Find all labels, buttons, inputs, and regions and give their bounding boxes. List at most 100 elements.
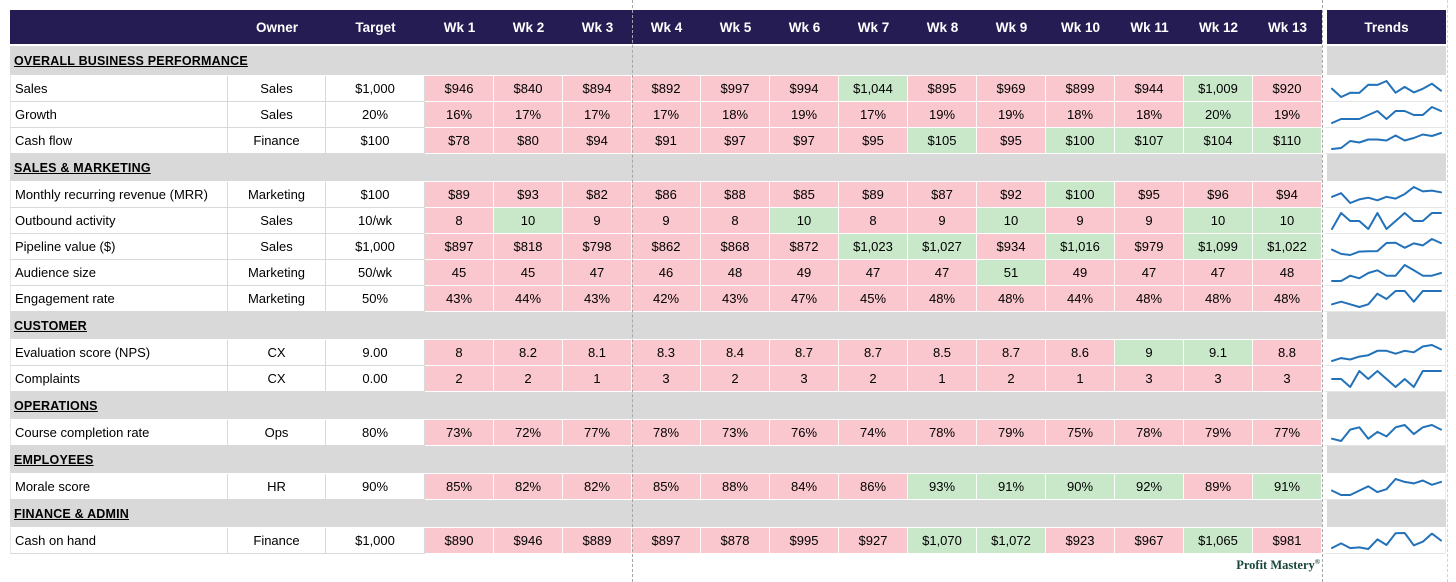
metric-target-cell[interactable]: 50% xyxy=(326,286,425,312)
week-value-cell[interactable]: 8.7 xyxy=(977,340,1046,366)
week-value-cell[interactable]: 43% xyxy=(701,286,770,312)
trend-cell[interactable] xyxy=(1322,340,1446,366)
metric-name-cell[interactable]: Course completion rate xyxy=(10,420,228,446)
week-value-cell[interactable]: 44% xyxy=(494,286,563,312)
week-value-cell[interactable]: 3 xyxy=(1115,366,1184,392)
week-value-cell[interactable]: 49 xyxy=(1046,260,1115,286)
metric-name-cell[interactable]: Evaluation score (NPS) xyxy=(10,340,228,366)
header-target[interactable]: Target xyxy=(326,10,425,44)
week-value-cell[interactable]: 74% xyxy=(839,420,908,446)
week-value-cell[interactable]: $78 xyxy=(425,128,494,154)
header-week-2[interactable]: Wk 2 xyxy=(494,10,563,44)
week-value-cell[interactable]: 49 xyxy=(770,260,839,286)
metric-owner-cell[interactable]: Sales xyxy=(228,234,326,260)
week-value-cell[interactable]: $1,016 xyxy=(1046,234,1115,260)
week-value-cell[interactable]: $979 xyxy=(1115,234,1184,260)
week-value-cell[interactable]: 85% xyxy=(425,474,494,500)
week-value-cell[interactable]: 18% xyxy=(1046,102,1115,128)
week-value-cell[interactable]: 9 xyxy=(908,208,977,234)
week-value-cell[interactable]: 3 xyxy=(632,366,701,392)
week-value-cell[interactable]: $946 xyxy=(425,76,494,102)
trend-cell[interactable] xyxy=(1322,260,1446,286)
header-week-12[interactable]: Wk 12 xyxy=(1184,10,1253,44)
week-value-cell[interactable]: $100 xyxy=(1046,128,1115,154)
metric-target-cell[interactable]: 80% xyxy=(326,420,425,446)
metric-target-cell[interactable]: $100 xyxy=(326,182,425,208)
header-week-7[interactable]: Wk 7 xyxy=(839,10,908,44)
week-value-cell[interactable]: $110 xyxy=(1253,128,1322,154)
metric-owner-cell[interactable]: Finance xyxy=(228,128,326,154)
week-value-cell[interactable]: 47% xyxy=(770,286,839,312)
week-value-cell[interactable]: 8 xyxy=(425,340,494,366)
week-value-cell[interactable]: 43% xyxy=(425,286,494,312)
week-value-cell[interactable]: $927 xyxy=(839,528,908,554)
week-value-cell[interactable]: 8.5 xyxy=(908,340,977,366)
week-value-cell[interactable]: 3 xyxy=(1253,366,1322,392)
week-value-cell[interactable]: 90% xyxy=(1046,474,1115,500)
metric-owner-cell[interactable]: CX xyxy=(228,366,326,392)
week-value-cell[interactable]: $1,022 xyxy=(1253,234,1322,260)
week-value-cell[interactable]: 45% xyxy=(839,286,908,312)
week-value-cell[interactable]: 48 xyxy=(701,260,770,286)
trend-cell[interactable] xyxy=(1322,474,1446,500)
header-trends[interactable]: Trends xyxy=(1322,10,1446,44)
week-value-cell[interactable]: $899 xyxy=(1046,76,1115,102)
trend-cell[interactable] xyxy=(1322,528,1446,554)
trend-cell[interactable] xyxy=(1322,182,1446,208)
week-value-cell[interactable]: 2 xyxy=(839,366,908,392)
week-value-cell[interactable]: 8.7 xyxy=(770,340,839,366)
week-value-cell[interactable]: $89 xyxy=(839,182,908,208)
week-value-cell[interactable]: 93% xyxy=(908,474,977,500)
metric-name-cell[interactable]: Sales xyxy=(10,76,228,102)
week-value-cell[interactable]: 82% xyxy=(494,474,563,500)
week-value-cell[interactable]: 78% xyxy=(632,420,701,446)
week-value-cell[interactable]: 10 xyxy=(494,208,563,234)
metric-target-cell[interactable]: 0.00 xyxy=(326,366,425,392)
week-value-cell[interactable]: 77% xyxy=(563,420,632,446)
week-value-cell[interactable]: 48% xyxy=(977,286,1046,312)
week-value-cell[interactable]: 78% xyxy=(908,420,977,446)
header-week-5[interactable]: Wk 5 xyxy=(701,10,770,44)
week-value-cell[interactable]: 9 xyxy=(1115,208,1184,234)
week-value-cell[interactable]: 19% xyxy=(908,102,977,128)
week-value-cell[interactable]: 17% xyxy=(494,102,563,128)
week-value-cell[interactable]: $95 xyxy=(839,128,908,154)
trend-cell[interactable] xyxy=(1322,208,1446,234)
week-value-cell[interactable]: $994 xyxy=(770,76,839,102)
week-value-cell[interactable]: 9 xyxy=(632,208,701,234)
section-header-row[interactable]: OPERATIONS xyxy=(10,392,1446,420)
metric-owner-cell[interactable]: Ops xyxy=(228,420,326,446)
metric-owner-cell[interactable]: Finance xyxy=(228,528,326,554)
week-value-cell[interactable]: 73% xyxy=(701,420,770,446)
week-value-cell[interactable]: 48% xyxy=(1115,286,1184,312)
week-value-cell[interactable]: 85% xyxy=(632,474,701,500)
week-value-cell[interactable]: 1 xyxy=(908,366,977,392)
metric-target-cell[interactable]: 90% xyxy=(326,474,425,500)
week-value-cell[interactable]: 1 xyxy=(1046,366,1115,392)
week-value-cell[interactable]: 2 xyxy=(494,366,563,392)
week-value-cell[interactable]: 2 xyxy=(977,366,1046,392)
week-value-cell[interactable]: 92% xyxy=(1115,474,1184,500)
week-value-cell[interactable]: $1,070 xyxy=(908,528,977,554)
week-value-cell[interactable]: $840 xyxy=(494,76,563,102)
week-value-cell[interactable]: 2 xyxy=(425,366,494,392)
week-value-cell[interactable]: $897 xyxy=(632,528,701,554)
metric-target-cell[interactable]: 20% xyxy=(326,102,425,128)
metric-target-cell[interactable]: $1,000 xyxy=(326,234,425,260)
week-value-cell[interactable]: 47 xyxy=(563,260,632,286)
week-value-cell[interactable]: $995 xyxy=(770,528,839,554)
metric-name-cell[interactable]: Growth xyxy=(10,102,228,128)
metric-name-cell[interactable]: Complaints xyxy=(10,366,228,392)
week-value-cell[interactable]: 9 xyxy=(1046,208,1115,234)
week-value-cell[interactable]: 17% xyxy=(563,102,632,128)
week-value-cell[interactable]: 8.4 xyxy=(701,340,770,366)
week-value-cell[interactable]: 10 xyxy=(977,208,1046,234)
trend-cell[interactable] xyxy=(1322,102,1446,128)
week-value-cell[interactable]: $1,099 xyxy=(1184,234,1253,260)
header-week-1[interactable]: Wk 1 xyxy=(425,10,494,44)
week-value-cell[interactable]: $897 xyxy=(425,234,494,260)
week-value-cell[interactable]: 73% xyxy=(425,420,494,446)
week-value-cell[interactable]: 43% xyxy=(563,286,632,312)
week-value-cell[interactable]: 10 xyxy=(770,208,839,234)
week-value-cell[interactable]: $105 xyxy=(908,128,977,154)
